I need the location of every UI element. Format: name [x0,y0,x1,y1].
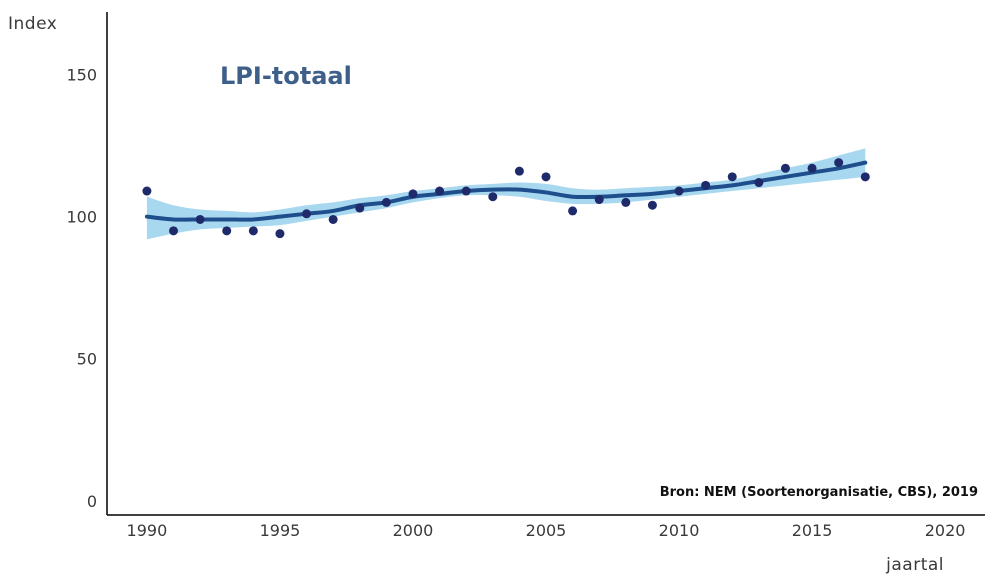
data-point [514,166,524,176]
data-point [195,214,205,224]
data-point [647,200,657,210]
trend-line [144,160,868,222]
y-tick-label: 50 [77,350,97,369]
x-tick-label: 2005 [526,521,567,540]
data-point [860,172,870,182]
data-point [780,163,790,173]
data-point [834,158,844,168]
source-note: Bron: NEM (Soortenorganisatie, CBS), 201… [660,485,978,500]
data-point [302,209,312,219]
data-point [248,226,258,236]
x-tick-label: 2010 [659,521,700,540]
confidence-band-layer [146,148,866,240]
data-point [142,186,152,196]
chart-title: LPI-totaal [220,62,352,90]
data-point [435,186,445,196]
data-point [727,172,737,182]
y-tick-label: 150 [66,66,97,85]
data-point [408,189,418,199]
axes-layer [106,12,985,516]
data-point [355,203,365,213]
data-point [488,192,498,202]
data-point [807,163,817,173]
x-axis-label: jaartal [885,555,944,575]
data-point [621,197,631,207]
trend-line-layer [144,160,868,222]
data-point [461,186,471,196]
data-point [381,197,391,207]
x-tick-label: 1995 [260,521,301,540]
data-point [674,186,684,196]
x-tick-label: 2015 [792,521,833,540]
data-point [275,229,285,239]
data-point [169,226,179,236]
x-tick-label: 1990 [127,521,168,540]
data-point [541,172,551,182]
data-points-layer [142,158,870,239]
y-tick-label: 100 [66,208,97,227]
data-point [754,178,764,188]
data-point [328,214,338,224]
y-tick-label: 0 [87,492,97,511]
confidence-band [146,148,866,240]
x-tick-label: 2000 [393,521,434,540]
data-point [701,180,711,190]
data-point [222,226,232,236]
y-axis-label: Index [8,14,57,34]
data-point [568,206,578,216]
tick-labels-layer: 1990 1995 2000 2005 2010 2015 2020 0 50 100 150 [66,66,965,540]
data-point [594,195,604,205]
x-tick-label: 2020 [925,521,966,540]
